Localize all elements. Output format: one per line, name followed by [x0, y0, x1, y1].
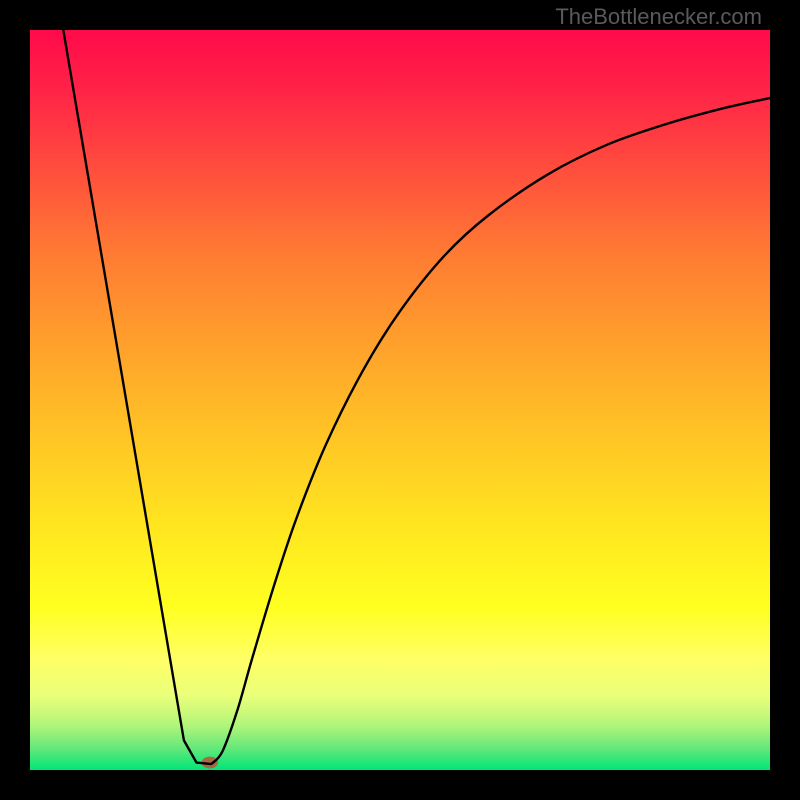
plot-area [30, 30, 770, 770]
curve-layer [30, 30, 770, 770]
chart-frame: TheBottlenecker.com [0, 0, 800, 800]
watermark-text: TheBottlenecker.com [555, 4, 762, 30]
bottleneck-curve [63, 30, 770, 764]
